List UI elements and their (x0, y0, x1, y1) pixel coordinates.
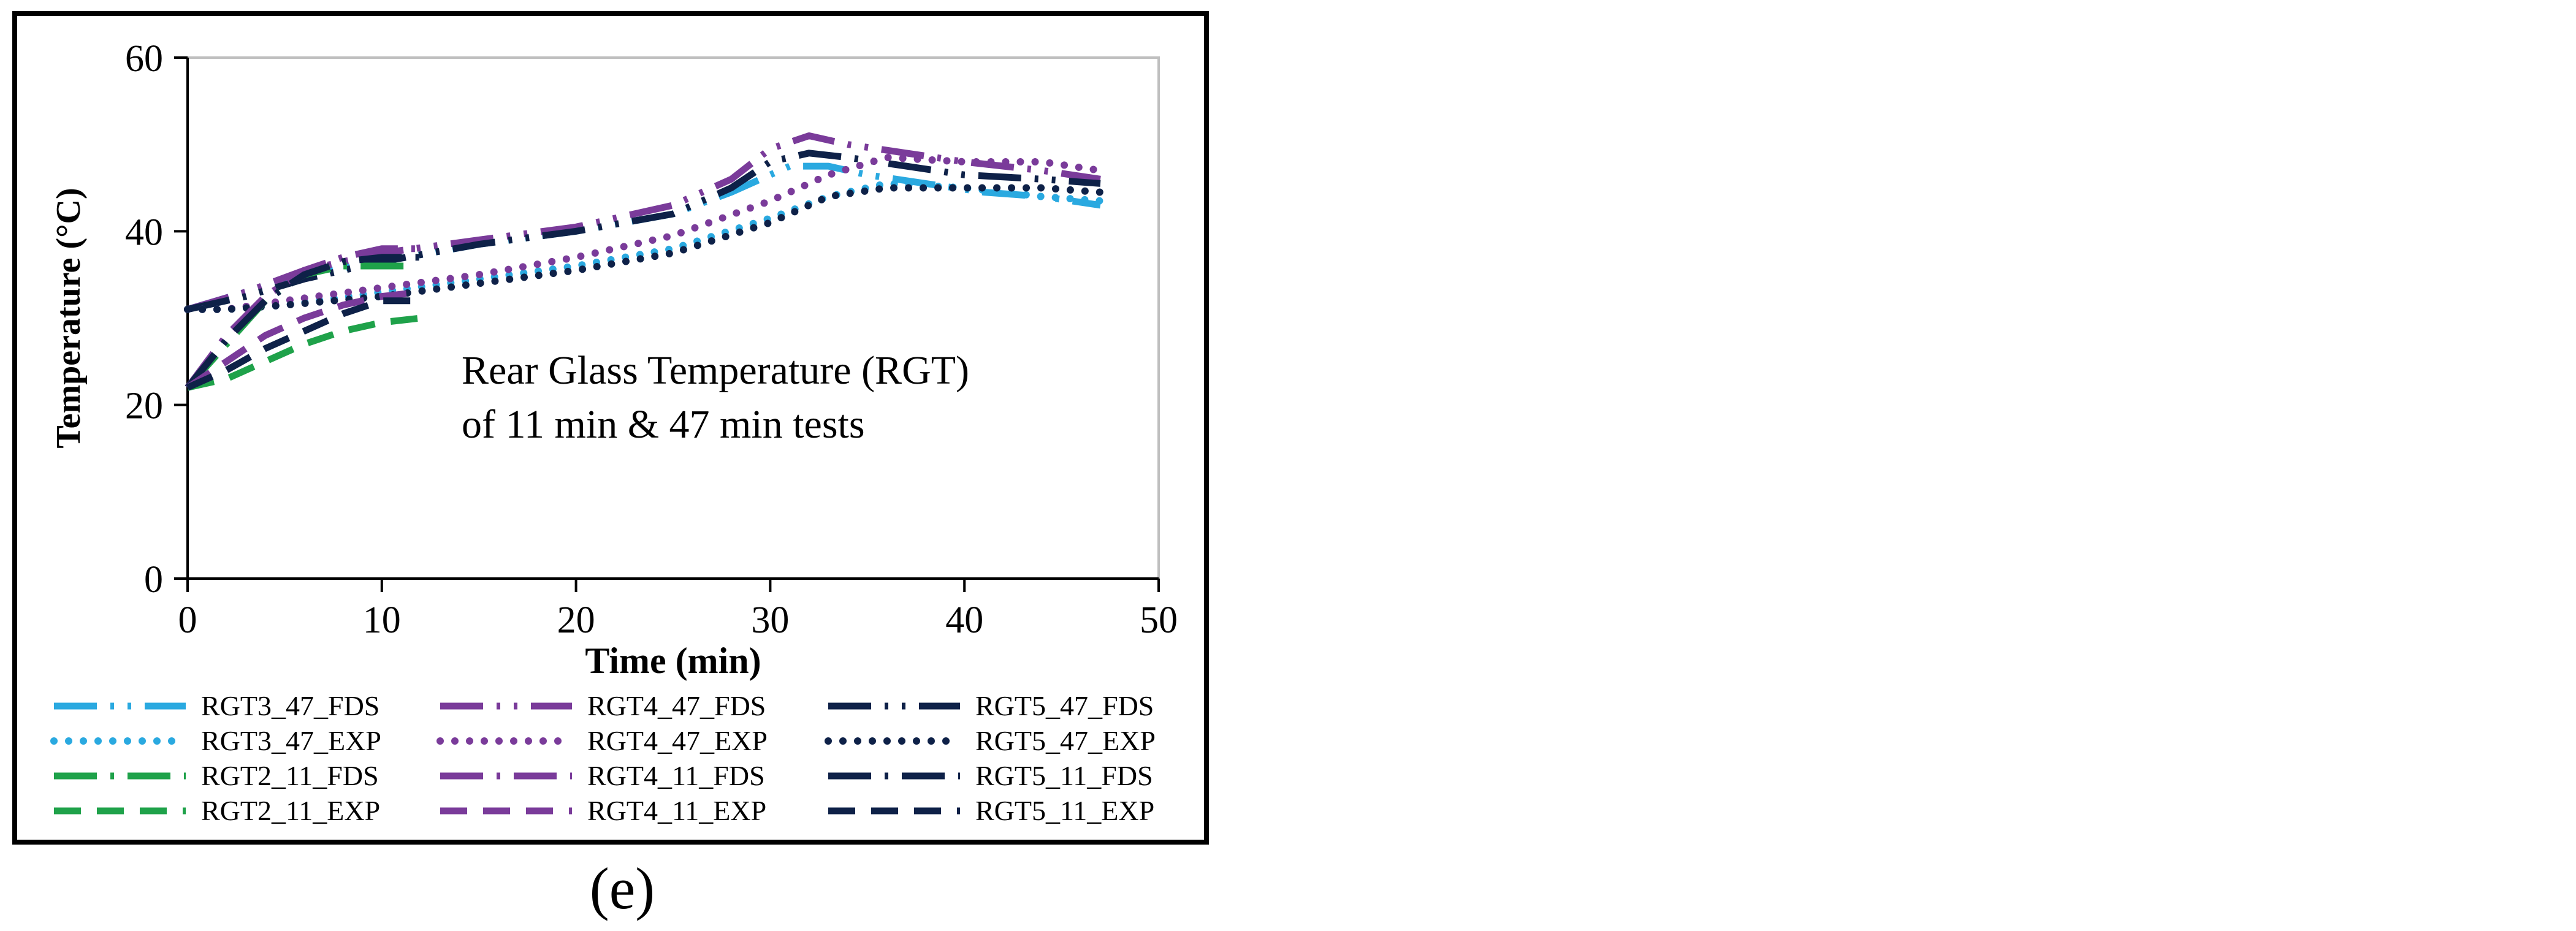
series-line-rgt5-11-fds (185, 254, 421, 390)
annotation: Rear Glass Temperature (RGT) of 11 min & … (462, 348, 969, 447)
x-tick-label: 20 (557, 599, 595, 641)
legend-label: RGT3_47_EXP (201, 725, 381, 756)
x-tick-label: 0 (178, 599, 197, 641)
legend-label: RGT2_11_EXP (201, 795, 380, 826)
x-axis-label: Time (min) (585, 640, 761, 681)
y-tick-label: 20 (125, 386, 163, 427)
series-line-rgt5-47-fds (186, 150, 1101, 313)
legend-label: RGT4_47_EXP (587, 725, 768, 756)
annotation-line: of 11 min & 47 min tests (462, 402, 865, 447)
y-tick-label: 0 (144, 559, 163, 601)
x-tick-label: 10 (363, 599, 401, 641)
series-line-rgt4-11-exp (185, 289, 421, 390)
legend-label: RGT5_11_FDS (975, 760, 1153, 791)
legend-label: RGT5_47_FDS (975, 690, 1154, 721)
series-line-rgt4-47-fds (186, 132, 1101, 313)
legend-label: RGT3_47_FDS (201, 690, 379, 721)
legend: RGT3_47_FDS RGT4_47_FDS RGT5_47_FDS RGT3_47… (50, 690, 1156, 826)
legend-label: RGT5_47_EXP (975, 725, 1156, 756)
x-tick-label: 50 (1140, 599, 1178, 641)
series-line-rgt5-47-exp (184, 184, 1104, 313)
legend-label: RGT2_11_FDS (201, 760, 379, 791)
y-axis-label: Temperature (°C) (50, 188, 88, 448)
series-line-rgt4-47-exp (184, 153, 1104, 313)
y-tick-label: 60 (125, 38, 163, 80)
y-tick-label: 40 (125, 211, 163, 253)
legend-label: RGT4_11_FDS (587, 760, 765, 791)
chart: 0 20 40 60 0 10 20 30 40 50 Time (min) Temperature … (50, 38, 1178, 826)
series-line-rgt4-11-fds (185, 245, 421, 390)
panel-label: (e) (589, 856, 655, 921)
legend-label: RGT5_11_EXP (975, 795, 1154, 826)
series-line-rgt5-11-exp (186, 297, 421, 391)
x-tick-label: 30 (751, 599, 789, 641)
legend-label: RGT4_47_FDS (587, 690, 766, 721)
x-tick-label: 40 (945, 599, 983, 641)
annotation-line: Rear Glass Temperature (RGT) (462, 348, 969, 393)
plot-area (186, 56, 1160, 580)
legend-label: RGT4_11_EXP (587, 795, 766, 826)
figure-frame: 0 20 40 60 0 10 20 30 40 50 Time (min) Temperature … (12, 11, 1209, 845)
